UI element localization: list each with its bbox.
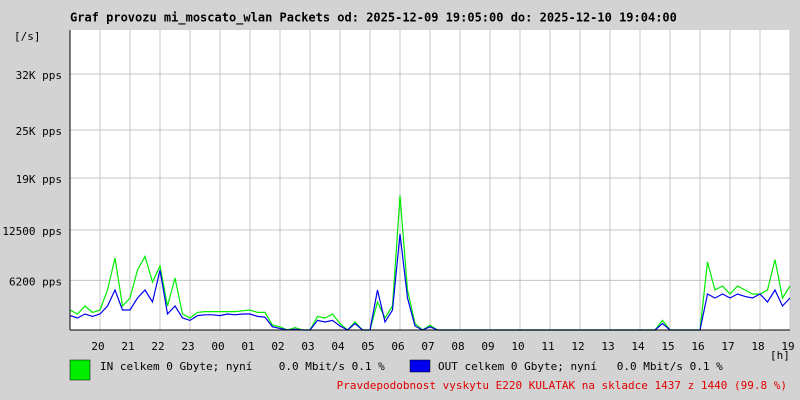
- legend-label: OUT celkem 0 Gbyte; nyní 0.0 Mbit/s 0.1 …: [438, 360, 723, 373]
- x-tick-label: 16: [691, 340, 704, 353]
- x-tick-label: 01: [241, 340, 254, 353]
- y-tick-label: 25K pps: [16, 125, 62, 138]
- y-tick-label: 6200 pps: [9, 275, 62, 288]
- x-tick-label: 18: [751, 340, 764, 353]
- x-tick-label: 02: [271, 340, 284, 353]
- legend-label: IN celkem 0 Gbyte; nyní 0.0 Mbit/s 0.1 %: [100, 360, 385, 373]
- chart-title: Graf provozu mi_moscato_wlan Packets od:…: [70, 11, 677, 26]
- x-tick-label: 19: [781, 340, 794, 353]
- x-tick-label: 13: [601, 340, 614, 353]
- x-tick-label: 04: [331, 340, 345, 353]
- x-tick-label: 17: [721, 340, 734, 353]
- y-unit: [/s]: [14, 30, 41, 43]
- x-tick-label: 05: [361, 340, 374, 353]
- x-unit: [h]: [770, 349, 790, 362]
- footnote: Pravdepodobnost vyskytu E220 KULATAK na …: [337, 379, 787, 392]
- x-tick-label: 15: [661, 340, 674, 353]
- x-tick-label: 12: [571, 340, 584, 353]
- x-tick-label: 10: [511, 340, 524, 353]
- x-tick-label: 00: [211, 340, 224, 353]
- x-tick-label: 08: [451, 340, 464, 353]
- x-tick-label: 21: [121, 340, 134, 353]
- x-tick-label: 03: [301, 340, 314, 353]
- x-tick-label: 14: [631, 340, 645, 353]
- legend-swatch: [69, 359, 91, 381]
- x-tick-label: 06: [391, 340, 404, 353]
- x-tick-label: 22: [151, 340, 164, 353]
- x-tick-label: 20: [91, 340, 104, 353]
- x-tick-label: 09: [481, 340, 494, 353]
- x-tick-label: 11: [541, 340, 554, 353]
- y-tick-label: 12500 pps: [2, 225, 62, 238]
- y-tick-label: 32K pps: [16, 69, 62, 82]
- legend-swatch: [409, 359, 431, 373]
- y-tick-label: 19K pps: [16, 173, 62, 186]
- x-tick-label: 23: [181, 340, 194, 353]
- x-tick-label: 07: [421, 340, 434, 353]
